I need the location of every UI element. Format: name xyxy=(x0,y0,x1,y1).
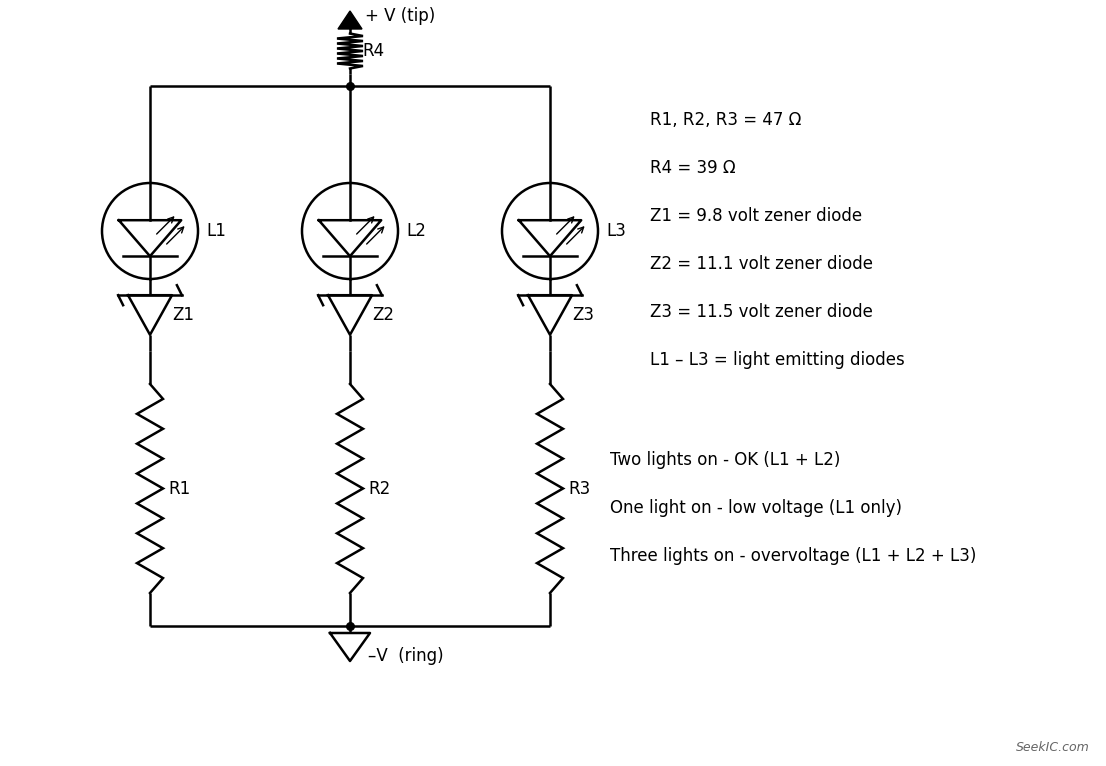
Text: –V  (ring): –V (ring) xyxy=(368,647,444,665)
Text: Z3 = 11.5 volt zener diode: Z3 = 11.5 volt zener diode xyxy=(650,303,873,321)
Text: L1 – L3 = light emitting diodes: L1 – L3 = light emitting diodes xyxy=(650,351,905,369)
Text: SeekIC.com: SeekIC.com xyxy=(1016,741,1091,754)
Text: R2: R2 xyxy=(368,480,390,497)
Text: R4 = 39 Ω: R4 = 39 Ω xyxy=(650,159,735,177)
Text: L3: L3 xyxy=(606,222,626,240)
Text: One light on - low voltage (L1 only): One light on - low voltage (L1 only) xyxy=(611,499,902,517)
Text: R1: R1 xyxy=(168,480,190,497)
Text: R4: R4 xyxy=(362,42,384,60)
Text: Z2: Z2 xyxy=(372,306,394,324)
Text: R3: R3 xyxy=(568,480,591,497)
Text: Two lights on - OK (L1 + L2): Two lights on - OK (L1 + L2) xyxy=(611,451,841,469)
Text: Z1: Z1 xyxy=(173,306,194,324)
Text: + V (tip): + V (tip) xyxy=(365,7,436,25)
Polygon shape xyxy=(338,11,362,29)
Text: L1: L1 xyxy=(206,222,226,240)
Text: Z2 = 11.1 volt zener diode: Z2 = 11.1 volt zener diode xyxy=(650,255,873,273)
Text: R1, R2, R3 = 47 Ω: R1, R2, R3 = 47 Ω xyxy=(650,111,802,129)
Text: Z3: Z3 xyxy=(572,306,594,324)
Text: L2: L2 xyxy=(406,222,426,240)
Text: Z1 = 9.8 volt zener diode: Z1 = 9.8 volt zener diode xyxy=(650,207,862,225)
Text: Three lights on - overvoltage (L1 + L2 + L3): Three lights on - overvoltage (L1 + L2 +… xyxy=(611,547,977,565)
